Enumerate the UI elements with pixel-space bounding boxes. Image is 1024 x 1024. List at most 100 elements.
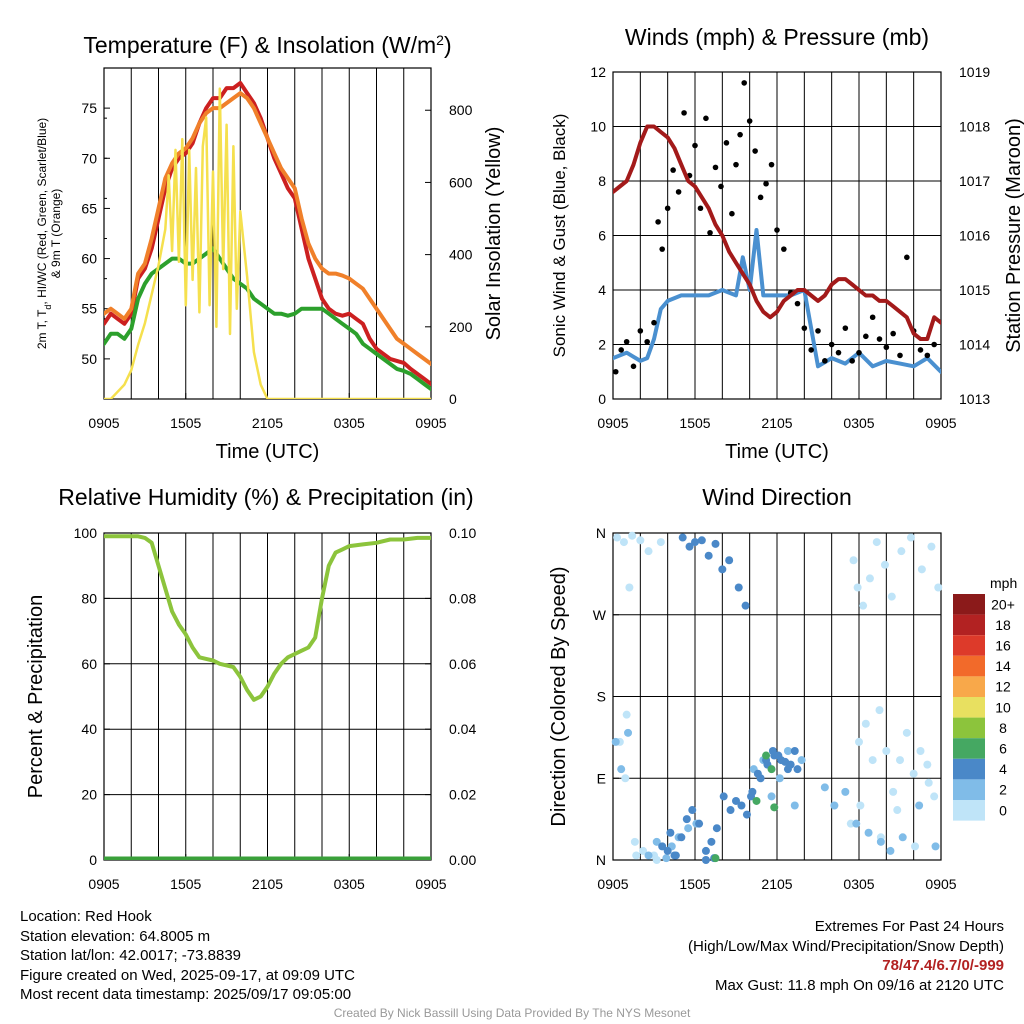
data-point xyxy=(934,583,943,592)
tick-label-left: W xyxy=(593,607,607,623)
tick-label-x: 0305 xyxy=(334,415,365,431)
recent-timestamp: Most recent data timestamp: 2025/09/17 0… xyxy=(20,986,352,1004)
data-point xyxy=(902,728,911,737)
data-point xyxy=(904,254,910,261)
data-point xyxy=(763,180,769,187)
data-point xyxy=(927,542,936,551)
data-point xyxy=(612,368,619,375)
data-point xyxy=(695,819,704,828)
plot-frame xyxy=(612,532,942,861)
data-point xyxy=(733,161,739,168)
tick-label-right: 1015 xyxy=(959,282,990,298)
data-point xyxy=(828,341,835,348)
data-point xyxy=(723,140,730,146)
data-point xyxy=(658,842,667,851)
tick-label-left: 10 xyxy=(590,119,606,135)
data-point xyxy=(712,164,719,171)
data-point xyxy=(688,806,697,815)
data-point xyxy=(632,851,641,860)
plot-frame xyxy=(612,71,942,400)
extremes-info: Extremes For Past 24 Hours (High/Low/Max… xyxy=(688,917,1004,995)
tick-label-right: 0.00 xyxy=(449,852,476,868)
data-point xyxy=(911,842,920,851)
tick-label-x: 0305 xyxy=(843,415,874,431)
data-point xyxy=(897,352,903,359)
tick-label-left: 70 xyxy=(81,150,97,166)
data-point xyxy=(924,778,933,787)
tick-label-right: 1017 xyxy=(959,173,990,189)
tick-label-x: 0905 xyxy=(925,876,956,892)
y-axis-label-left: 2m T, Td, HI/WC (Red, Green, Scarlet/Blu… xyxy=(35,118,53,349)
data-point xyxy=(872,538,881,547)
data-point xyxy=(868,756,877,765)
data-point xyxy=(734,583,743,592)
data-point xyxy=(767,792,776,801)
data-point xyxy=(644,851,653,860)
data-point xyxy=(697,536,706,545)
legend-label: 6 xyxy=(999,741,1007,757)
legend-label: 16 xyxy=(995,638,1011,654)
tick-label-x: 1505 xyxy=(170,415,201,431)
station-elevation: Station elevation: 64.8005 m xyxy=(20,927,211,945)
tick-label-right: 1019 xyxy=(959,64,990,80)
station-info: Location: Red Hook Station elevation: 64… xyxy=(20,907,355,1005)
tick-label-right: 0.02 xyxy=(449,787,476,803)
data-point xyxy=(652,856,661,864)
data-point xyxy=(737,801,746,810)
tick-label-right: 1018 xyxy=(959,119,990,135)
legend-label: 20+ xyxy=(991,596,1015,612)
data-point xyxy=(883,344,890,351)
data-point xyxy=(896,756,904,765)
data-point xyxy=(718,183,724,190)
data-point xyxy=(768,747,777,755)
tick-label-x: 1505 xyxy=(679,415,710,431)
tick-label-x: 0305 xyxy=(334,876,365,892)
tick-label-x: 1505 xyxy=(679,876,710,892)
data-point xyxy=(624,728,633,737)
data-point xyxy=(815,328,821,334)
data-point xyxy=(622,710,631,719)
data-point xyxy=(670,167,676,173)
tick-label-left: 2 xyxy=(598,337,606,353)
data-point xyxy=(611,737,620,746)
data-point xyxy=(906,533,915,542)
tick-label-right: 1013 xyxy=(959,391,990,407)
speed-legend: mph 20+ 18 16 14 12 10 8 6 4 2 0 xyxy=(953,575,1017,821)
data-point xyxy=(711,539,720,548)
tick-label-x: 2105 xyxy=(761,415,792,431)
data-point xyxy=(732,796,740,805)
tick-label-x: 0905 xyxy=(415,415,446,431)
y-axis-label-left-2: & 9m T (Orange) xyxy=(49,189,63,279)
data-point xyxy=(741,601,750,610)
x-axis-label: Time (UTC) xyxy=(216,441,320,463)
data-point xyxy=(747,792,756,801)
data-point xyxy=(663,846,672,855)
legend-label: 2 xyxy=(999,782,1007,798)
data-point xyxy=(856,801,865,810)
data-point xyxy=(637,328,644,334)
tick-label-left: 8 xyxy=(598,173,606,189)
data-point xyxy=(684,824,693,833)
legend-swatch xyxy=(953,594,985,615)
tick-label-right: 1016 xyxy=(959,228,990,244)
tick-label-right: 400 xyxy=(449,247,473,263)
data-point xyxy=(623,338,630,345)
station-location: Location: Red Hook xyxy=(20,908,152,925)
data-point xyxy=(916,747,925,755)
data-point xyxy=(613,533,622,542)
data-point xyxy=(651,319,657,326)
data-point xyxy=(931,341,937,348)
data-point xyxy=(861,719,870,728)
data-point xyxy=(752,796,761,805)
tick-label-left: 75 xyxy=(81,100,97,116)
data-point xyxy=(707,837,716,846)
tick-label-x: 2105 xyxy=(761,876,792,892)
tick-label-x: 0905 xyxy=(597,876,628,892)
data-point xyxy=(664,205,671,212)
data-point xyxy=(630,363,637,370)
legend-swatch xyxy=(953,800,985,821)
series-line xyxy=(104,87,431,399)
data-point xyxy=(801,325,808,331)
extremes-values: 78/47.4/6.7/0/-999 xyxy=(882,957,1004,975)
data-point xyxy=(685,542,694,551)
